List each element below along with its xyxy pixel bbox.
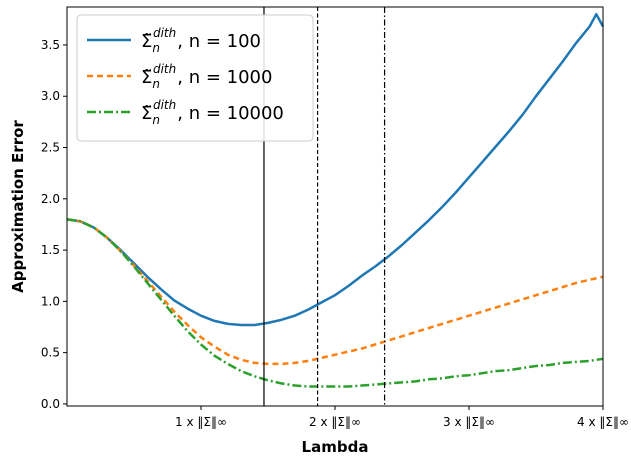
legend-entry: Σ̃ndith, n = 100: [141, 26, 261, 55]
legend-box: [76, 14, 314, 142]
legend-sup-text: dith: [153, 62, 176, 76]
x-tick-label: 1 x ‖Σ‖∞: [175, 415, 227, 429]
legend-n-text: , n = 100: [177, 31, 261, 52]
y-tick-label: 3.0: [41, 89, 60, 103]
y-tick-label: 2.0: [41, 192, 60, 206]
legend-sub-text: n: [152, 41, 160, 55]
y-tick-label: 0.0: [41, 397, 60, 411]
y-tick-label: 1.5: [41, 243, 60, 257]
x-tick-label: 3 x ‖Σ‖∞: [443, 415, 495, 429]
legend-entry: Σ̃ndith, n = 1000: [141, 62, 272, 91]
legend-main-text: Σ̃: [141, 103, 152, 124]
legend-sup-text: dith: [153, 98, 176, 112]
legend-sub-text: n: [152, 77, 160, 91]
y-axis-label: Approximation Error: [9, 120, 27, 293]
legend-n-text: , n = 10000: [177, 103, 284, 124]
legend-main-text: Σ̃: [141, 31, 152, 52]
y-tick-label: 3.5: [41, 38, 60, 52]
y-tick-label: 0.5: [41, 346, 60, 360]
legend-sub-text: n: [152, 113, 160, 127]
x-tick-label: 4 x ‖Σ‖∞: [577, 415, 629, 429]
y-axis-ticks: 0.0 0.5 1.0 1.5 2.0 2.5 3.0 3.5: [41, 38, 67, 411]
plot-area: [66, 12, 605, 388]
legend-entry: Σ̃ndith, n = 10000: [141, 98, 284, 127]
legend-n-text: , n = 1000: [177, 67, 272, 88]
x-axis-ticks: 1 x ‖Σ‖∞ 2 x ‖Σ‖∞ 3 x ‖Σ‖∞ 4 x ‖Σ‖∞: [175, 406, 629, 429]
legend-main-text: Σ̃: [141, 67, 152, 88]
series-line-2: [66, 218, 604, 366]
series-line-3: [66, 218, 604, 388]
x-tick-label: 2 x ‖Σ‖∞: [309, 415, 361, 429]
y-tick-label: 2.5: [41, 141, 60, 155]
y-tick-label: 1.0: [41, 294, 60, 308]
x-axis-label: Lambda: [302, 438, 369, 456]
series-line-1: [66, 12, 605, 327]
legend-sup-text: dith: [153, 26, 176, 40]
